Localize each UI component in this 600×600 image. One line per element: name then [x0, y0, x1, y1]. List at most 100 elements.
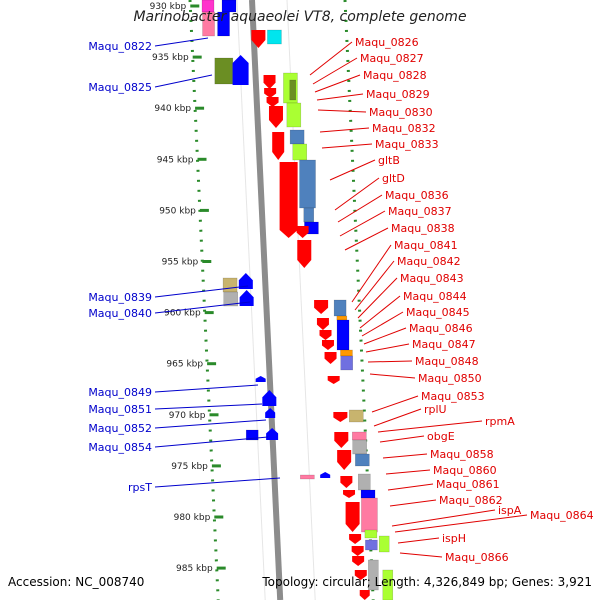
gene-block: [349, 409, 364, 423]
tick-label: 980 kbp: [174, 513, 211, 523]
topology-text: Topology: circular; Length: 4,326,849 bp…: [262, 575, 592, 589]
gene-arrow-reverse: [343, 490, 356, 498]
gene-arrow-reverse: [334, 432, 349, 448]
right-leader-line: [357, 277, 398, 319]
gene-block: [352, 439, 367, 455]
gene-block: [382, 569, 394, 600]
tick-label: 935 kbp: [152, 53, 189, 63]
right-gene-label: rplU: [424, 403, 447, 416]
gene-block: [303, 207, 315, 223]
tick-label: 950 kbp: [159, 206, 196, 216]
gene-block: [202, 11, 215, 37]
left-gene-label: Maqu_0851: [88, 403, 152, 416]
left-leader-line: [154, 419, 267, 429]
gene-arrow-reverse: [263, 75, 276, 89]
right-gene-label: Maqu_0846: [409, 322, 473, 335]
right-gene-label: Maqu_0853: [421, 390, 485, 403]
kbp-ticks: 930 kbp 935 kbp 940 kbp 945 kbp 950 kbp 955 k…: [150, 2, 226, 574]
right-gene-label: Maqu_0861: [436, 478, 500, 491]
gene-arrow-reverse: [279, 162, 298, 238]
left-leader-line: [154, 285, 249, 298]
gene-block: [352, 431, 367, 441]
right-gene-label: Maqu_0864: [530, 509, 594, 522]
right-gene-label: Maqu_0826: [355, 36, 419, 49]
right-leader-line: [377, 420, 483, 433]
tick-label: 940 kbp: [154, 104, 191, 114]
right-leader-line: [354, 260, 395, 311]
right-leader-line: [337, 194, 383, 223]
gene-block: [223, 291, 238, 307]
gene-block: [365, 539, 378, 551]
left-gene-label: Maqu_0840: [88, 307, 152, 320]
gene-block: [292, 143, 308, 161]
left-gene-label: rpsT: [128, 481, 152, 494]
right-leader-line: [379, 435, 425, 443]
gene-arrow-reverse: [251, 30, 266, 48]
left-leader-line: [154, 37, 209, 47]
right-leader-line: [312, 57, 358, 85]
right-leader-line: [367, 360, 413, 363]
right-gene-label: Maqu_0838: [391, 222, 455, 235]
left-gene-labels: Maqu_0822 Maqu_0825 Maqu_0839 Maqu_0840 Maqu…: [88, 37, 281, 494]
right-gene-label: Maqu_0830: [369, 106, 433, 119]
right-leader-line: [365, 343, 410, 353]
right-gene-label: Maqu_0832: [372, 122, 436, 135]
right-gene-label: ispA: [498, 504, 522, 517]
right-gene-label: Maqu_0847: [412, 338, 476, 351]
left-leader-line: [154, 436, 269, 448]
right-leader-line: [321, 143, 373, 149]
gene-arrow-reverse: [297, 240, 312, 268]
right-leader-line: [389, 499, 437, 507]
tick-label: 965 kbp: [166, 360, 203, 370]
gene-arrow-reverse: [314, 300, 329, 314]
gene-block: [267, 29, 282, 45]
right-gene-label: Maqu_0858: [430, 448, 494, 461]
right-leader-line: [334, 177, 380, 211]
right-leader-line: [317, 109, 367, 113]
gene-arrow-forward: [266, 428, 279, 440]
right-gene-label: Maqu_0845: [406, 306, 470, 319]
gene-arrow-forward: [238, 273, 253, 289]
gene-block: [368, 559, 379, 591]
tick-label: 945 kbp: [157, 155, 194, 165]
gene-arrow-forward: [265, 408, 276, 418]
gene-arrow-forward: [320, 472, 331, 478]
gene-arrow-reverse: [333, 412, 348, 422]
gene-arrow-reverse: [272, 132, 285, 160]
right-gene-label: gltD: [382, 172, 405, 185]
gene-block: [289, 129, 305, 145]
right-leader-line: [314, 74, 361, 93]
left-leader-line: [154, 384, 259, 393]
right-gene-label: Maqu_0844: [403, 290, 467, 303]
tick-label: 955 kbp: [162, 258, 199, 268]
gene-arrow-reverse: [316, 318, 329, 330]
right-gene-label: Maqu_0841: [394, 239, 458, 252]
tick-guide-left: [188, 0, 220, 600]
gene-features: [201, 0, 394, 600]
right-gene-label: Maqu_0828: [363, 69, 427, 82]
right-leader-line: [361, 311, 404, 337]
gene-arrow-reverse: [359, 590, 370, 600]
gene-arrow-reverse: [345, 502, 360, 532]
right-gene-label: ispH: [442, 532, 466, 545]
right-gene-label: Maqu_0843: [400, 272, 464, 285]
tick-label: 930 kbp: [150, 2, 187, 12]
right-leader-line: [319, 127, 370, 133]
left-leader-line: [154, 74, 213, 88]
right-gene-label: Maqu_0837: [388, 205, 452, 218]
left-gene-label: Maqu_0852: [88, 422, 152, 435]
right-gene-label: Maqu_0833: [375, 138, 439, 151]
tick-label: 970 kbp: [169, 411, 206, 421]
gene-block: [361, 497, 378, 533]
right-gene-label: obgE: [427, 430, 455, 443]
left-gene-label: Maqu_0849: [88, 386, 152, 399]
left-leader-line: [154, 477, 281, 488]
tick-label: 960 kbp: [164, 309, 201, 319]
gene-block: [214, 57, 234, 85]
gene-arrow-reverse: [349, 534, 362, 544]
right-leader-line: [309, 41, 353, 76]
gene-block: [364, 529, 378, 539]
gene-arrow-reverse: [264, 88, 277, 98]
tick-label: 975 kbp: [171, 462, 208, 472]
